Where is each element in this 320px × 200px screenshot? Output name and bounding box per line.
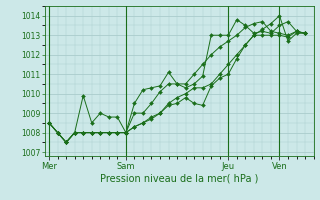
X-axis label: Pression niveau de la mer( hPa ): Pression niveau de la mer( hPa ) <box>100 173 258 183</box>
